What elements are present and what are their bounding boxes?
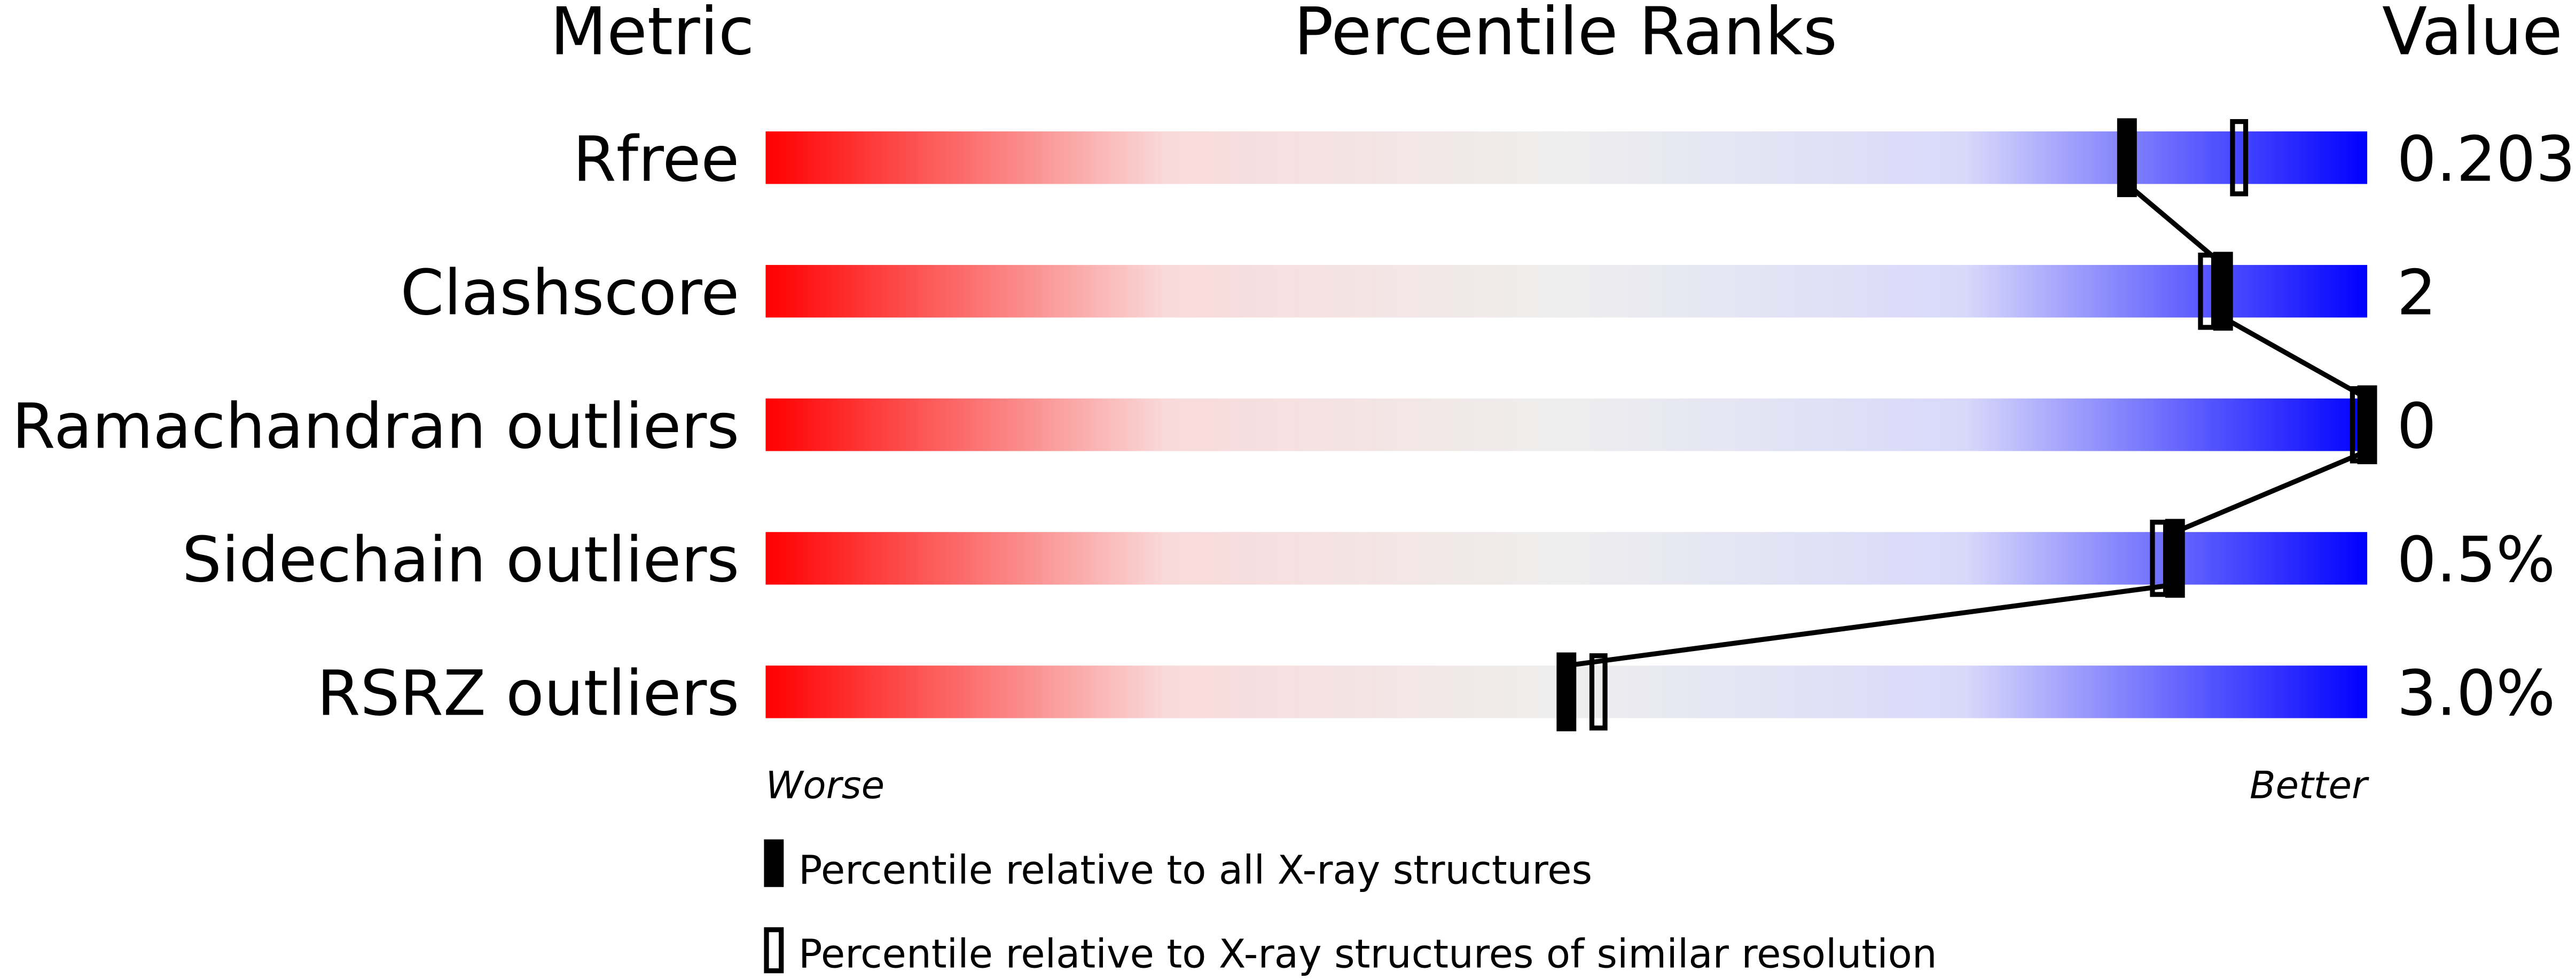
- legend-open-marker: [764, 927, 784, 974]
- metric-label: Clashscore: [401, 256, 740, 329]
- metric-label: Rfree: [573, 123, 740, 195]
- axis-label-better: Better: [2250, 763, 2369, 808]
- marker-all-structures: [2165, 519, 2185, 598]
- legend-label-similar: Percentile relative to X-ray structures …: [798, 931, 1937, 977]
- metric-label: Ramachandran outliers: [12, 390, 739, 463]
- percentile-bar: [765, 131, 2368, 184]
- legend-label-all: Percentile relative to all X-ray structu…: [798, 848, 1592, 894]
- marker-all-structures: [2213, 252, 2233, 331]
- header-value: Value: [2382, 0, 2563, 70]
- marker-all-structures: [2117, 118, 2137, 198]
- marker-all-structures: [2357, 385, 2377, 465]
- metric-value: 0: [2397, 390, 2436, 463]
- metric-value: 2: [2397, 256, 2436, 329]
- metric-label: Sidechain outliers: [182, 523, 739, 596]
- metric-label: RSRZ outliers: [317, 657, 739, 730]
- connector-line: [1566, 582, 2175, 668]
- marker-similar-resolution: [2230, 119, 2249, 197]
- percentile-bar: [765, 398, 2368, 451]
- connector-line: [2174, 449, 2368, 535]
- header-metric: Metric: [550, 0, 754, 70]
- percentile-bar: [765, 265, 2368, 318]
- metric-value: 0.203: [2397, 123, 2575, 195]
- connector-line: [2221, 315, 2369, 401]
- legend-filled-marker: [764, 839, 784, 887]
- marker-all-structures: [1556, 652, 1577, 732]
- header-percentile-ranks: Percentile Ranks: [1294, 0, 1837, 70]
- connector-line: [2125, 182, 2225, 267]
- metric-value: 0.5%: [2397, 523, 2555, 596]
- metric-value: 3.0%: [2397, 657, 2555, 730]
- percentile-bar: [765, 532, 2368, 585]
- marker-similar-resolution: [1589, 653, 1608, 731]
- axis-label-worse: Worse: [765, 763, 884, 808]
